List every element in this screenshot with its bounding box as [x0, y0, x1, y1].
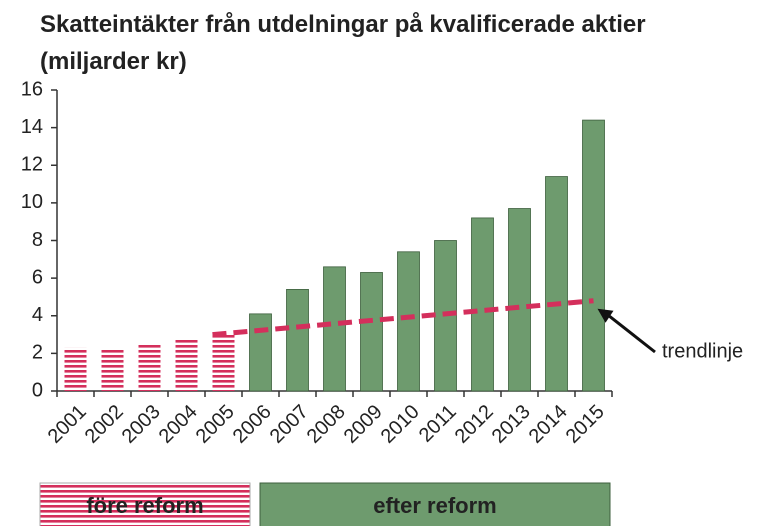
- bar: [397, 251, 420, 392]
- y-tick-label: 16: [21, 78, 43, 100]
- x-tick-label: 2005: [192, 401, 239, 448]
- x-tick-label: 2006: [229, 401, 276, 448]
- x-tick-label: 2010: [377, 401, 424, 448]
- y-tick-label: 10: [21, 191, 43, 213]
- bar: [471, 217, 494, 392]
- y-tick-label: 6: [32, 266, 43, 288]
- y-tick-label: 4: [32, 304, 43, 326]
- bar: [249, 313, 272, 392]
- x-tick-label: 2014: [525, 401, 572, 448]
- x-tick-label: 2001: [44, 401, 91, 448]
- arrow-head: [597, 308, 614, 323]
- x-tick-label: 2008: [303, 401, 350, 448]
- trendline: [212, 298, 594, 338]
- legend-label: före reform: [86, 493, 203, 518]
- bar: [101, 349, 124, 391]
- bar: [508, 208, 531, 392]
- x-tick-label: 2011: [415, 401, 461, 447]
- bar: [582, 119, 605, 392]
- bar: [545, 176, 568, 392]
- legend-swatch: [39, 482, 251, 526]
- bar: [323, 266, 346, 392]
- x-tick-label: 2015: [562, 401, 609, 448]
- bar: [64, 347, 87, 391]
- chart-title: Skatteintäkter från utdelningar på kvali…: [40, 11, 646, 75]
- bar: [360, 272, 383, 392]
- bar: [286, 289, 309, 392]
- annotation: trendlinje: [662, 340, 743, 362]
- y-tick-label: 14: [21, 116, 43, 138]
- y-tick-label: 2: [32, 342, 43, 364]
- x-tick-label: 2004: [155, 401, 202, 448]
- x-tick-label: 2003: [118, 401, 165, 448]
- y-tick-label: 8: [32, 229, 43, 251]
- x-tick-label: 2009: [340, 401, 387, 448]
- x-tick-label: 2013: [488, 401, 535, 448]
- legend-swatch: [259, 482, 611, 526]
- bar: [175, 338, 198, 391]
- bar: [212, 334, 235, 391]
- annotation-arrow: [606, 313, 656, 354]
- legend-label: efter reform: [373, 493, 496, 518]
- x-tick-label: 2002: [81, 401, 128, 448]
- x-tick-label: 2012: [451, 401, 498, 448]
- y-tick-label: 12: [21, 154, 43, 176]
- bar: [138, 343, 161, 391]
- y-tick-label: 0: [32, 379, 43, 401]
- x-tick-label: 2007: [266, 401, 313, 448]
